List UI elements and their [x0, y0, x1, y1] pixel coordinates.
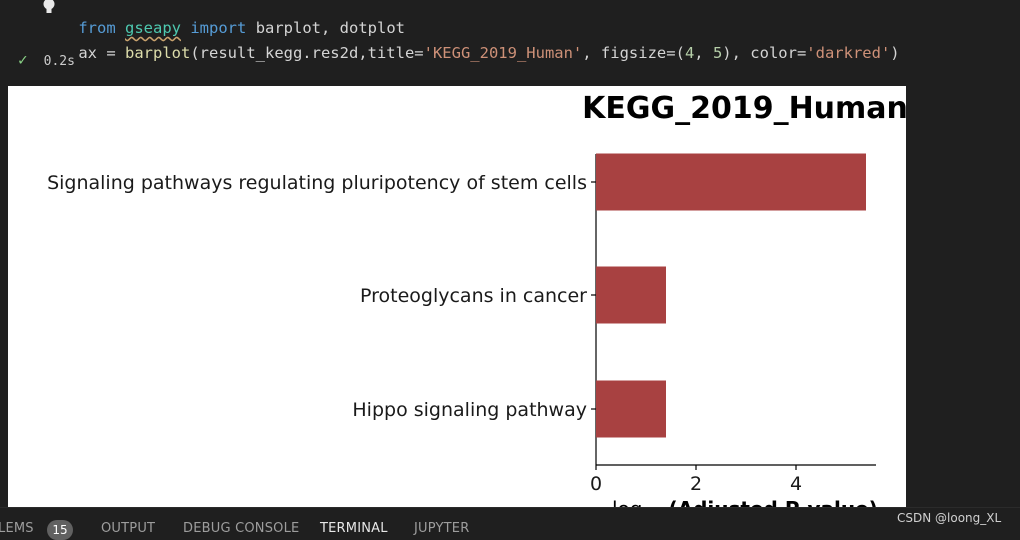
- paren-open: (: [675, 44, 685, 62]
- category-label-0: Signaling pathways regulating pluripoten…: [47, 172, 587, 194]
- keyword-from: from: [78, 19, 116, 37]
- x-axis-label: log (Adjusted P-value): [612, 497, 878, 507]
- check-icon: ✓: [18, 50, 28, 69]
- category-labels: Signaling pathways regulating pluripoten…: [47, 172, 596, 421]
- lightbulb-icon[interactable]: [41, 0, 57, 16]
- x-ticks: 0 2 4: [590, 465, 802, 495]
- args-part: (result_kegg.res2d,title=: [190, 44, 424, 62]
- code-line-2[interactable]: ax = barplot(result_kegg.res2d,title='KE…: [41, 20, 899, 62]
- import-names: barplot, dotplot: [255, 19, 405, 37]
- tab-output[interactable]: OUTPUT: [101, 521, 156, 536]
- cell-status: ✓ 0.2s: [18, 47, 75, 73]
- keyword-import: import: [190, 19, 247, 37]
- paren-close: ): [722, 44, 732, 62]
- bar-1: [596, 266, 666, 324]
- title-string: 'KEGG_2019_Human': [423, 44, 583, 62]
- color-string: 'darkred': [806, 44, 891, 62]
- figsize-height: 5: [712, 44, 723, 62]
- x-tick-label-1: 2: [690, 473, 702, 495]
- cell-output: KEGG_2019_Human Signaling pathways regul…: [8, 86, 906, 507]
- figsize-arg: , figsize=: [582, 44, 676, 62]
- tab-problems[interactable]: LEMS: [0, 521, 34, 536]
- args-close: ): [890, 44, 900, 62]
- tab-jupyter[interactable]: JUPYTER: [414, 521, 470, 536]
- figsize-sep: ,: [694, 44, 713, 62]
- x-tick-label-0: 0: [590, 473, 602, 495]
- bar-0: [596, 153, 866, 211]
- tab-debug-console[interactable]: DEBUG CONSOLE: [183, 521, 300, 536]
- module-name: gseapy: [125, 19, 181, 37]
- color-arg: , color=: [731, 44, 807, 62]
- figsize-width: 4: [684, 44, 695, 62]
- bar-chart: KEGG_2019_Human Signaling pathways regul…: [47, 91, 906, 507]
- x-axis-label-main: (Adjusted P-value): [669, 497, 878, 507]
- chart-title: KEGG_2019_Human: [582, 91, 906, 126]
- code-cell[interactable]: from gseapy import barplot, dotplot ax =…: [0, 0, 1020, 75]
- function-barplot: barplot: [125, 44, 191, 62]
- panel-tabs: LEMS 15 OUTPUT DEBUG CONSOLE TERMINAL JU…: [0, 507, 1020, 540]
- category-label-2: Hippo signaling pathway: [352, 399, 587, 421]
- variable-ax: ax: [78, 44, 97, 62]
- problems-count-badge: 15: [47, 520, 73, 540]
- watermark: CSDN @loong_XL: [897, 511, 1002, 525]
- bar-2: [596, 380, 666, 438]
- assign-op: =: [97, 44, 125, 62]
- tab-terminal[interactable]: TERMINAL: [320, 521, 388, 536]
- category-label-1: Proteoglycans in cancer: [360, 285, 587, 307]
- execution-time: 0.2s: [43, 54, 75, 69]
- x-tick-label-2: 4: [790, 473, 802, 495]
- bars-group: [596, 153, 866, 438]
- x-axis-label-prefix: log: [612, 497, 643, 507]
- code-line-1[interactable]: from gseapy import barplot, dotplot: [41, 0, 405, 37]
